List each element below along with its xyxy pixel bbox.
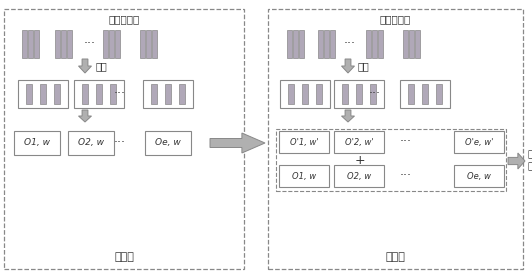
Bar	[288, 84, 294, 104]
Bar	[280, 80, 330, 108]
Bar	[4, 9, 244, 269]
Bar	[408, 84, 414, 104]
Text: 乱序识别
顺序恢复: 乱序识别 顺序恢复	[527, 151, 532, 171]
Bar	[67, 30, 72, 58]
Bar	[143, 80, 193, 108]
Text: ···: ···	[344, 37, 356, 50]
Text: ···: ···	[114, 136, 126, 150]
Bar	[293, 30, 298, 58]
Bar	[370, 84, 376, 104]
Bar	[324, 30, 329, 58]
Bar	[268, 9, 523, 269]
Bar	[145, 131, 191, 155]
Bar	[334, 80, 384, 108]
Bar	[55, 30, 60, 58]
Text: O'e, w': O'e, w'	[465, 138, 493, 146]
Bar	[146, 30, 151, 58]
Polygon shape	[342, 59, 354, 73]
Text: 发送数据包: 发送数据包	[109, 14, 139, 24]
Bar	[61, 30, 66, 58]
Text: O1, w: O1, w	[24, 138, 50, 148]
Bar	[54, 84, 60, 104]
Bar	[302, 84, 308, 104]
Text: +: +	[355, 155, 365, 167]
Bar	[28, 30, 33, 58]
Bar	[372, 30, 377, 58]
Text: 接收数据包: 接收数据包	[379, 14, 411, 24]
Text: 分组: 分组	[96, 61, 108, 71]
Bar	[74, 80, 124, 108]
Bar	[330, 30, 335, 58]
Text: 接收端: 接收端	[385, 252, 405, 262]
Bar	[151, 84, 157, 104]
Bar	[415, 30, 420, 58]
Bar	[115, 30, 120, 58]
Bar	[14, 131, 60, 155]
Bar	[96, 84, 102, 104]
Bar	[356, 84, 362, 104]
Text: O1, w: O1, w	[292, 172, 316, 181]
Text: 分组: 分组	[358, 61, 370, 71]
Bar	[279, 165, 329, 187]
Bar	[18, 80, 68, 108]
Polygon shape	[508, 153, 525, 169]
Bar	[179, 84, 185, 104]
Bar	[34, 30, 39, 58]
Bar	[454, 165, 504, 187]
Bar	[152, 30, 157, 58]
Bar	[409, 30, 414, 58]
Bar	[68, 131, 114, 155]
Text: Oe, w: Oe, w	[155, 138, 181, 148]
Polygon shape	[79, 59, 92, 73]
Text: 发送端: 发送端	[114, 252, 134, 262]
Text: ···: ···	[400, 136, 412, 148]
Text: ···: ···	[369, 88, 381, 100]
Bar	[276, 129, 506, 191]
Bar	[334, 165, 384, 187]
Bar	[403, 30, 408, 58]
Bar	[109, 30, 114, 58]
Bar	[140, 30, 145, 58]
Bar	[165, 84, 171, 104]
Bar	[287, 30, 292, 58]
Bar	[436, 84, 443, 104]
Text: O'2, w': O'2, w'	[345, 138, 373, 146]
Bar	[454, 131, 504, 153]
Bar	[366, 30, 371, 58]
Text: ···: ···	[84, 37, 96, 50]
Text: ···: ···	[400, 170, 412, 182]
Bar	[316, 84, 322, 104]
Bar	[279, 131, 329, 153]
Text: Oe, w: Oe, w	[467, 172, 491, 181]
Bar	[22, 30, 27, 58]
Bar	[334, 131, 384, 153]
Bar	[342, 84, 348, 104]
Bar	[400, 80, 450, 108]
Text: O2, w: O2, w	[347, 172, 371, 181]
Polygon shape	[79, 110, 92, 122]
Text: O2, w: O2, w	[78, 138, 104, 148]
Polygon shape	[342, 110, 354, 122]
Bar	[318, 30, 323, 58]
Bar	[110, 84, 117, 104]
Bar	[40, 84, 46, 104]
Text: ···: ···	[114, 88, 126, 100]
Bar	[26, 84, 32, 104]
Bar	[103, 30, 108, 58]
Bar	[81, 84, 88, 104]
Text: O'1, w': O'1, w'	[290, 138, 318, 146]
Polygon shape	[210, 133, 265, 153]
Bar	[422, 84, 428, 104]
Bar	[299, 30, 304, 58]
Bar	[378, 30, 383, 58]
